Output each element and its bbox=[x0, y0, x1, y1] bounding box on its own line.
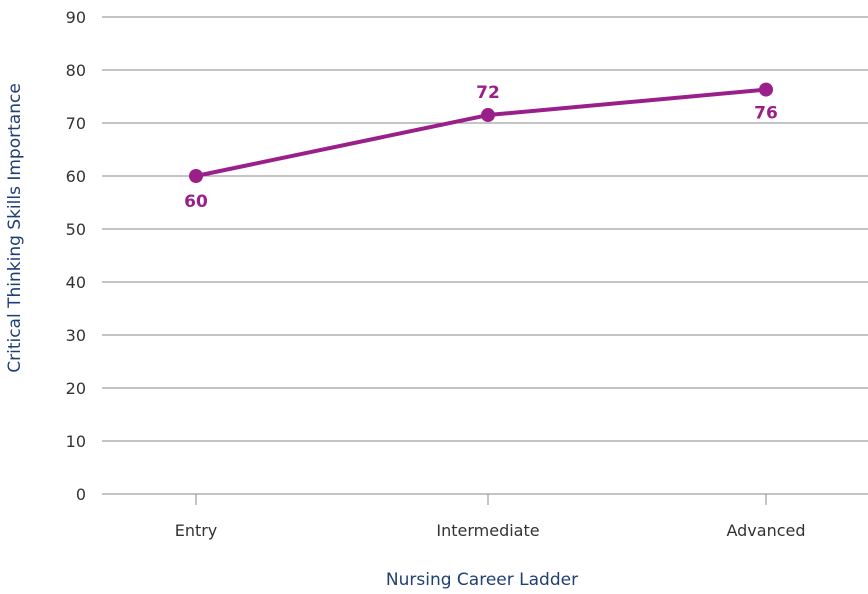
x-tick-label-advanced: Advanced bbox=[726, 521, 805, 540]
data-point-entry bbox=[189, 169, 203, 183]
x-tick-label-entry: Entry bbox=[175, 521, 218, 540]
y-tick-label-0: 0 bbox=[76, 485, 86, 504]
data-label-intermediate: 72 bbox=[476, 83, 500, 103]
data-point-advanced bbox=[759, 82, 773, 97]
data-label-entry: 60 bbox=[184, 192, 208, 212]
y-tick-label-80: 80 bbox=[66, 61, 86, 80]
data-label-advanced: 76 bbox=[754, 104, 778, 124]
x-axis-ticks: Entry Intermediate Advanced bbox=[175, 494, 806, 540]
y-tick-label-10: 10 bbox=[66, 432, 86, 451]
y-tick-label-20: 20 bbox=[66, 379, 86, 398]
y-tick-label-40: 40 bbox=[66, 273, 86, 292]
data-point-intermediate bbox=[481, 108, 495, 123]
y-tick-label-50: 50 bbox=[66, 220, 86, 239]
y-axis-ticks: 0 10 20 30 40 50 60 70 80 90 bbox=[66, 8, 86, 504]
gridlines bbox=[102, 16, 868, 495]
series-layer bbox=[189, 82, 773, 183]
data-labels: 60 72 76 bbox=[184, 83, 778, 212]
y-tick-label-90: 90 bbox=[66, 8, 86, 27]
x-tick-label-intermediate: Intermediate bbox=[436, 521, 539, 540]
x-axis-title: Nursing Career Ladder bbox=[386, 570, 578, 590]
y-tick-label-60: 60 bbox=[66, 167, 86, 186]
y-tick-label-30: 30 bbox=[66, 326, 86, 345]
y-axis-title: Critical Thinking Skills Importance bbox=[5, 83, 25, 373]
y-tick-label-70: 70 bbox=[66, 114, 86, 133]
